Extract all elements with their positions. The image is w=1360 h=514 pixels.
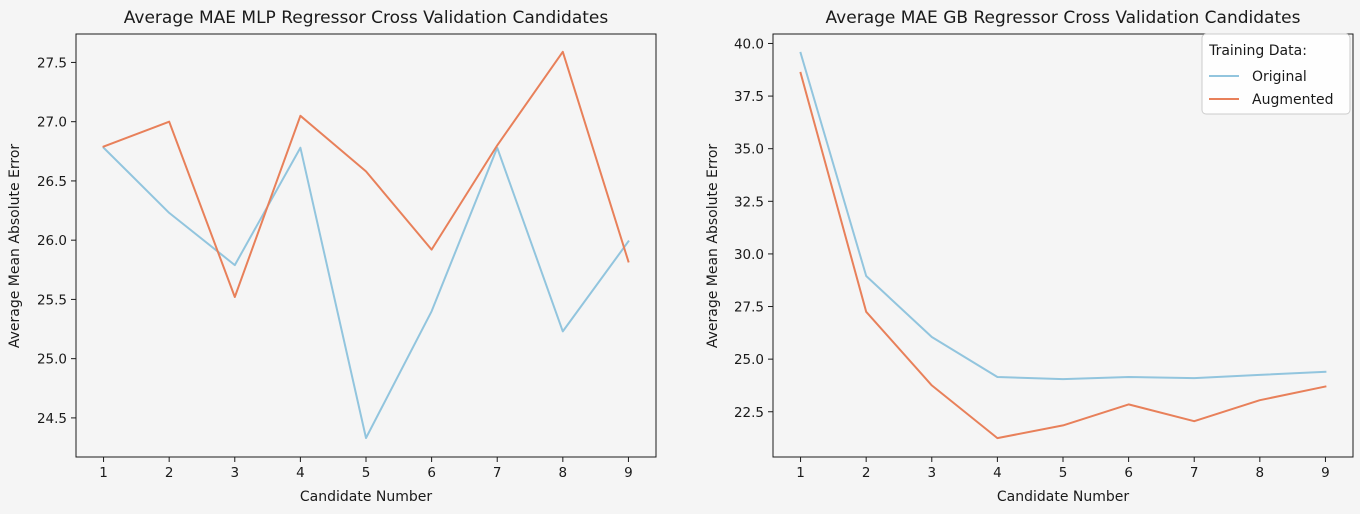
x-tick-label: 8: [559, 465, 568, 481]
y-axis-label: Average Mean Absolute Error: [705, 144, 721, 349]
plot-area: 1 2 3 4 5 6 7 8 9 24.5 25.0 25.5 26.0 26.5 27.0 27.5: [37, 33, 657, 481]
y-tick-label: 35.0: [734, 142, 764, 158]
y-tick-label: 25.0: [37, 352, 67, 368]
series-line-augmented: [799, 71, 1327, 440]
x-tick-label: 3: [230, 465, 239, 481]
legend-entry-augmented: Augmented: [1252, 92, 1333, 108]
y-tick-label: 32.5: [734, 194, 764, 210]
y-axis-label: Average Mean Absolute Error: [7, 144, 23, 349]
y-tick-label: 40.0: [734, 36, 764, 52]
chart-title: Average MAE GB Regressor Cross Validatio…: [826, 8, 1301, 28]
x-tick-label: 7: [493, 465, 502, 481]
y-tick-label: 37.5: [734, 89, 764, 105]
y-tick-label: 26.5: [37, 174, 67, 190]
series-line-augmented: [102, 50, 630, 298]
y-tick-label: 27.0: [37, 115, 67, 131]
chart-gb: Average MAE GB Regressor Cross Validatio…: [705, 8, 1354, 505]
series-line-original: [102, 146, 630, 439]
x-tick-label: 7: [1190, 465, 1199, 481]
y-tick-label: 24.5: [37, 411, 67, 427]
y-tick-label: 25.0: [734, 352, 764, 368]
legend-entry-original: Original: [1252, 69, 1307, 85]
y-tick-label: 30.0: [734, 247, 764, 263]
y-tick-label: 26.0: [37, 233, 67, 249]
chart-title: Average MAE MLP Regressor Cross Validati…: [124, 8, 609, 28]
x-tick-label: 5: [1059, 465, 1068, 481]
y-tick-label: 27.5: [734, 300, 764, 316]
x-tick-label: 6: [1124, 465, 1133, 481]
legend-title: Training Data:: [1208, 43, 1307, 59]
legend-frame: [1201, 33, 1351, 115]
x-tick-label: 4: [296, 465, 305, 481]
x-tick-label: 1: [99, 465, 108, 481]
x-axis-label: Candidate Number: [997, 489, 1130, 505]
y-tick-label: 27.5: [37, 55, 67, 71]
x-tick-label: 9: [1321, 465, 1330, 481]
x-tick-label: 8: [1256, 465, 1265, 481]
legend: Training Data: Original Augmented: [1201, 33, 1351, 115]
x-axis-label: Candidate Number: [300, 489, 433, 505]
x-tick-label: 2: [862, 465, 871, 481]
x-tick-label: 1: [796, 465, 805, 481]
axes-frame: [75, 33, 657, 458]
series-line-original: [799, 51, 1327, 381]
x-tick-label: 4: [993, 465, 1002, 481]
x-tick-label: 5: [362, 465, 371, 481]
x-tick-label: 2: [165, 465, 174, 481]
plot-area: 1 2 3 4 5 6 7 8 9 22.5 25.0 27.5 30.0 32.5 35.0 37.5 40.…: [734, 33, 1354, 481]
x-tick-label: 9: [624, 465, 633, 481]
chart-mlp: Average MAE MLP Regressor Cross Validati…: [7, 8, 657, 505]
x-tick-label: 3: [927, 465, 936, 481]
y-tick-label: 22.5: [734, 405, 764, 421]
y-tick-label: 25.5: [37, 292, 67, 308]
axes-frame: [772, 33, 1354, 458]
x-tick-label: 6: [427, 465, 436, 481]
